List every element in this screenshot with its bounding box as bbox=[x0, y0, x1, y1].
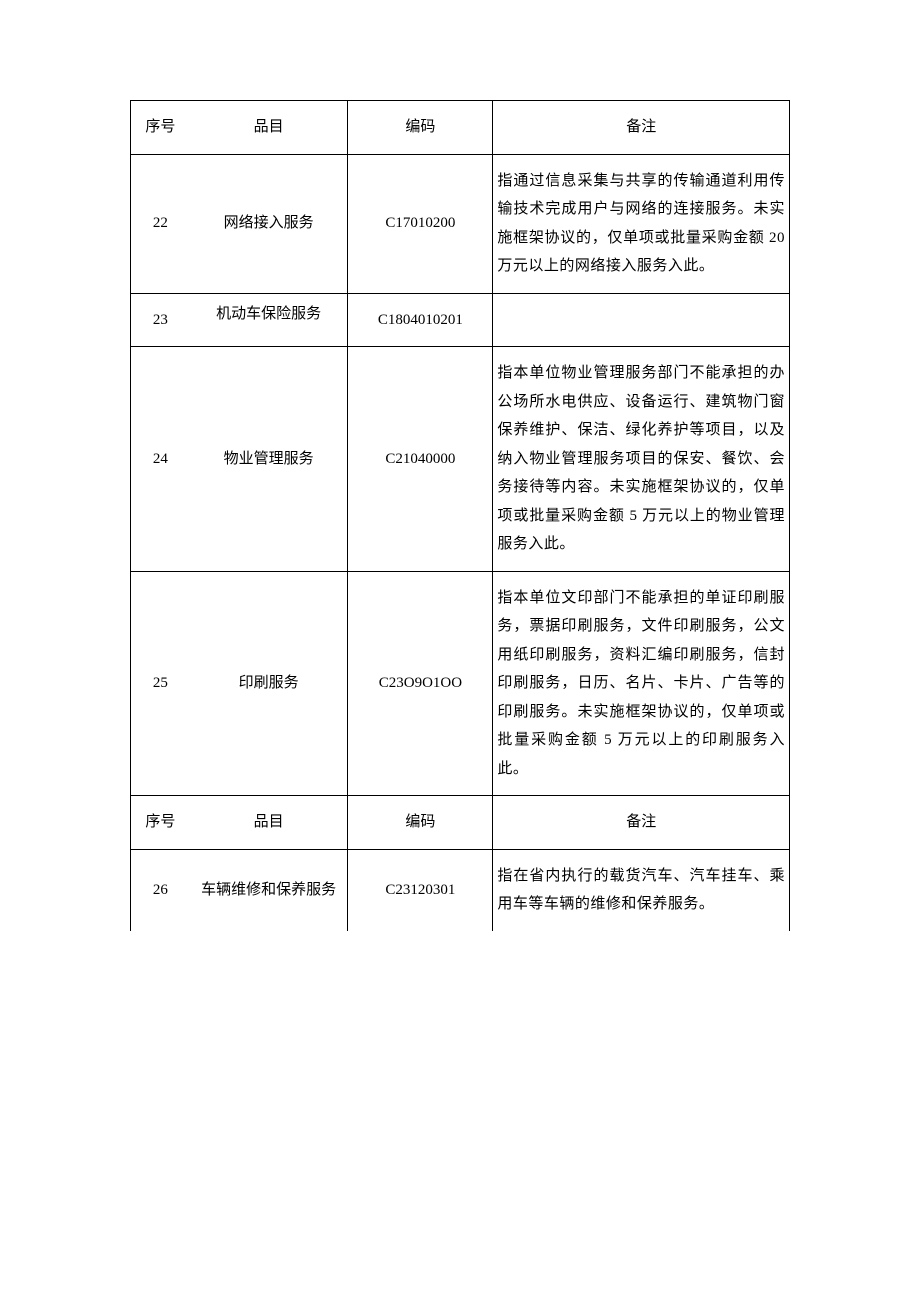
cell-item: 印刷服务 bbox=[190, 571, 348, 796]
catalog-table: 序号 品目 编码 备注 22 网络接入服务 C17010200 指通过信息采集与… bbox=[130, 100, 790, 931]
cell-note: 指在省内执行的载货汽车、汽车挂车、乘用车等车辆的维修和保养服务。 bbox=[493, 849, 790, 931]
header-seq: 序号 bbox=[131, 796, 190, 850]
cell-code: C17010200 bbox=[348, 154, 493, 293]
cell-item: 物业管理服务 bbox=[190, 347, 348, 572]
header-note: 备注 bbox=[493, 101, 790, 155]
cell-item: 车辆维修和保养服务 bbox=[190, 849, 348, 931]
table-row: 23 机动车保险服务 C1804010201 bbox=[131, 293, 790, 347]
cell-code: C23120301 bbox=[348, 849, 493, 931]
table-row: 22 网络接入服务 C17010200 指通过信息采集与共享的传输通道利用传输技… bbox=[131, 154, 790, 293]
cell-item: 机动车保险服务 bbox=[190, 293, 348, 347]
table-row: 24 物业管理服务 C21040000 指本单位物业管理服务部门不能承担的办公场… bbox=[131, 347, 790, 572]
cell-seq: 26 bbox=[131, 849, 190, 931]
header-item: 品目 bbox=[190, 796, 348, 850]
cell-seq: 22 bbox=[131, 154, 190, 293]
cell-seq: 25 bbox=[131, 571, 190, 796]
cell-code: C1804010201 bbox=[348, 293, 493, 347]
cell-note: 指本单位文印部门不能承担的单证印刷服务，票据印刷服务，文件印刷服务，公文用纸印刷… bbox=[493, 571, 790, 796]
cell-code: C21040000 bbox=[348, 347, 493, 572]
table-row: 25 印刷服务 C23O9O1OO 指本单位文印部门不能承担的单证印刷服务，票据… bbox=[131, 571, 790, 796]
cell-code: C23O9O1OO bbox=[348, 571, 493, 796]
header-code: 编码 bbox=[348, 796, 493, 850]
cell-item: 网络接入服务 bbox=[190, 154, 348, 293]
header-note: 备注 bbox=[493, 796, 790, 850]
cell-seq: 24 bbox=[131, 347, 190, 572]
header-code: 编码 bbox=[348, 101, 493, 155]
header-item: 品目 bbox=[190, 101, 348, 155]
cell-note: 指通过信息采集与共享的传输通道利用传输技术完成用户与网络的连接服务。未实施框架协… bbox=[493, 154, 790, 293]
header-row-2: 序号 品目 编码 备注 bbox=[131, 796, 790, 850]
header-row: 序号 品目 编码 备注 bbox=[131, 101, 790, 155]
cell-seq: 23 bbox=[131, 293, 190, 347]
table-row: 26 车辆维修和保养服务 C23120301 指在省内执行的载货汽车、汽车挂车、… bbox=[131, 849, 790, 931]
cell-note: 指本单位物业管理服务部门不能承担的办公场所水电供应、设备运行、建筑物门窗保养维护… bbox=[493, 347, 790, 572]
header-seq: 序号 bbox=[131, 101, 190, 155]
cell-note bbox=[493, 293, 790, 347]
